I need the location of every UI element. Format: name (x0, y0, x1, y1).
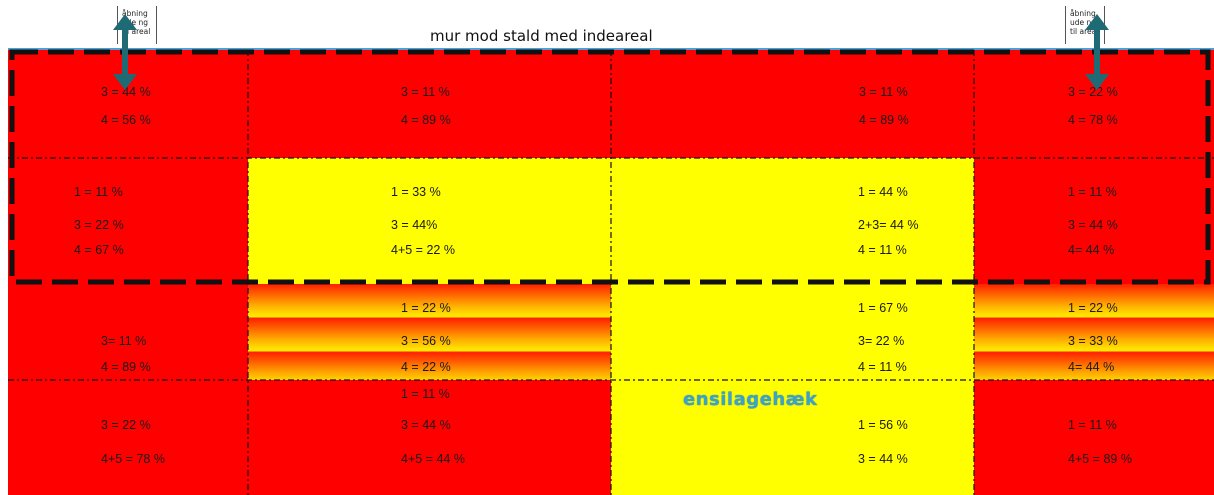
cell-text: 4= 44 % (1068, 243, 1115, 257)
cell-text: 1 = 11 % (1068, 418, 1117, 432)
cell-text: 1 = 44 % (858, 185, 908, 199)
cell-text: 3 = 22 % (74, 218, 124, 232)
cell-text: 4 = 78 % (1068, 113, 1118, 127)
cell-text: 3 = 44 % (101, 85, 151, 99)
cell-r2-c4: 1 = 11 % 3 = 44 % 4= 44 % (974, 158, 1214, 284)
cell-text: 3 = 33 % (1068, 334, 1118, 348)
cell-text: 3 = 22 % (1068, 85, 1118, 99)
cell-text: 2+3= 44 % (858, 218, 919, 232)
cell-text: 3 = 56 % (401, 334, 451, 348)
cell-r1-c2: 3 = 11 % 4 = 89 % (248, 50, 611, 158)
cell-text: 4+5 = 78 % (101, 452, 165, 466)
cell-r3-c3: 1 = 67 % 3= 22 % 4 = 11 % (611, 284, 974, 380)
cell-text: 4+5 = 44 % (401, 452, 465, 466)
cell-r2-c3: 1 = 44 % 2+3= 44 % 4 = 11 % (611, 158, 974, 284)
double-arrow-icon (113, 14, 137, 90)
cell-text: 4 = 22 % (401, 360, 451, 374)
cell-text: 1 = 33 % (391, 185, 441, 199)
grid-lines (8, 50, 1214, 495)
cell-text: 1 = 67 % (858, 301, 908, 315)
stall-title: mur mod stald med indeareal (430, 27, 653, 45)
cell-r3-c2: 1 = 22 % 3 = 56 % 4 = 22 % (248, 284, 611, 380)
cell-text: 3 = 44 % (1068, 218, 1118, 232)
cell-r4-c1: 3 = 22 % 4+5 = 78 % (8, 380, 248, 495)
silage-rack-label: ensilagehæk (683, 389, 818, 410)
cell-text: 1 = 11 % (401, 387, 450, 401)
cell-text: 3= 11 % (101, 334, 147, 348)
dashed-enclosure-border (9, 49, 1211, 285)
cell-r2-c1: 1 = 11 % 3 = 22 % 4 = 67 % (8, 158, 248, 284)
cell-text: 1 = 22 % (401, 301, 451, 315)
cell-r4-c3: 1 = 56 % 3 = 44 % (611, 380, 974, 495)
cell-text: 1 = 22 % (1068, 301, 1118, 315)
cell-text: 1 = 56 % (858, 418, 908, 432)
cell-text: 3 = 22 % (101, 418, 151, 432)
cell-text: 4 = 89 % (401, 113, 451, 127)
wall-line (8, 48, 1214, 50)
cell-r1-c3: 3 = 11 % 4 = 89 % (611, 50, 974, 158)
cell-text: 3= 22 % (858, 334, 905, 348)
cell-text: 4+5 = 22 % (391, 243, 455, 257)
cell-text: 1 = 11 % (74, 185, 123, 199)
cell-text: 3 = 11 % (401, 85, 450, 99)
cell-r4-c4: 1 = 11 % 4+5 = 89 % (974, 380, 1214, 495)
cell-r3-c4: 1 = 22 % 3 = 33 % 4= 44 % (974, 284, 1214, 380)
cell-text: 4 = 11 % (858, 243, 907, 257)
cell-r4-c2: 1 = 11 % 3 = 44 % 4+5 = 44 % (248, 380, 611, 495)
cell-text: 3 = 44% (391, 218, 438, 232)
cell-text: 4 = 89 % (859, 113, 909, 127)
cell-text: 4 = 89 % (101, 360, 151, 374)
cell-text: 1 = 11 % (1068, 185, 1117, 199)
cell-text: 3 = 11 % (859, 85, 908, 99)
cell-text: 4 = 11 % (858, 360, 907, 374)
cell-r3-c1: 3= 11 % 4 = 89 % (8, 284, 248, 380)
cell-r2-c2: 1 = 33 % 3 = 44% 4+5 = 22 % (248, 158, 611, 284)
cell-text: 3 = 44 % (401, 418, 451, 432)
cell-text: 3 = 44 % (858, 452, 908, 466)
cell-text: 4= 44 % (1068, 360, 1115, 374)
cell-text: 4 = 67 % (74, 243, 124, 257)
cell-text: 4+5 = 89 % (1068, 452, 1132, 466)
cell-text: 4 = 56 % (101, 113, 151, 127)
double-arrow-icon (1085, 14, 1109, 90)
